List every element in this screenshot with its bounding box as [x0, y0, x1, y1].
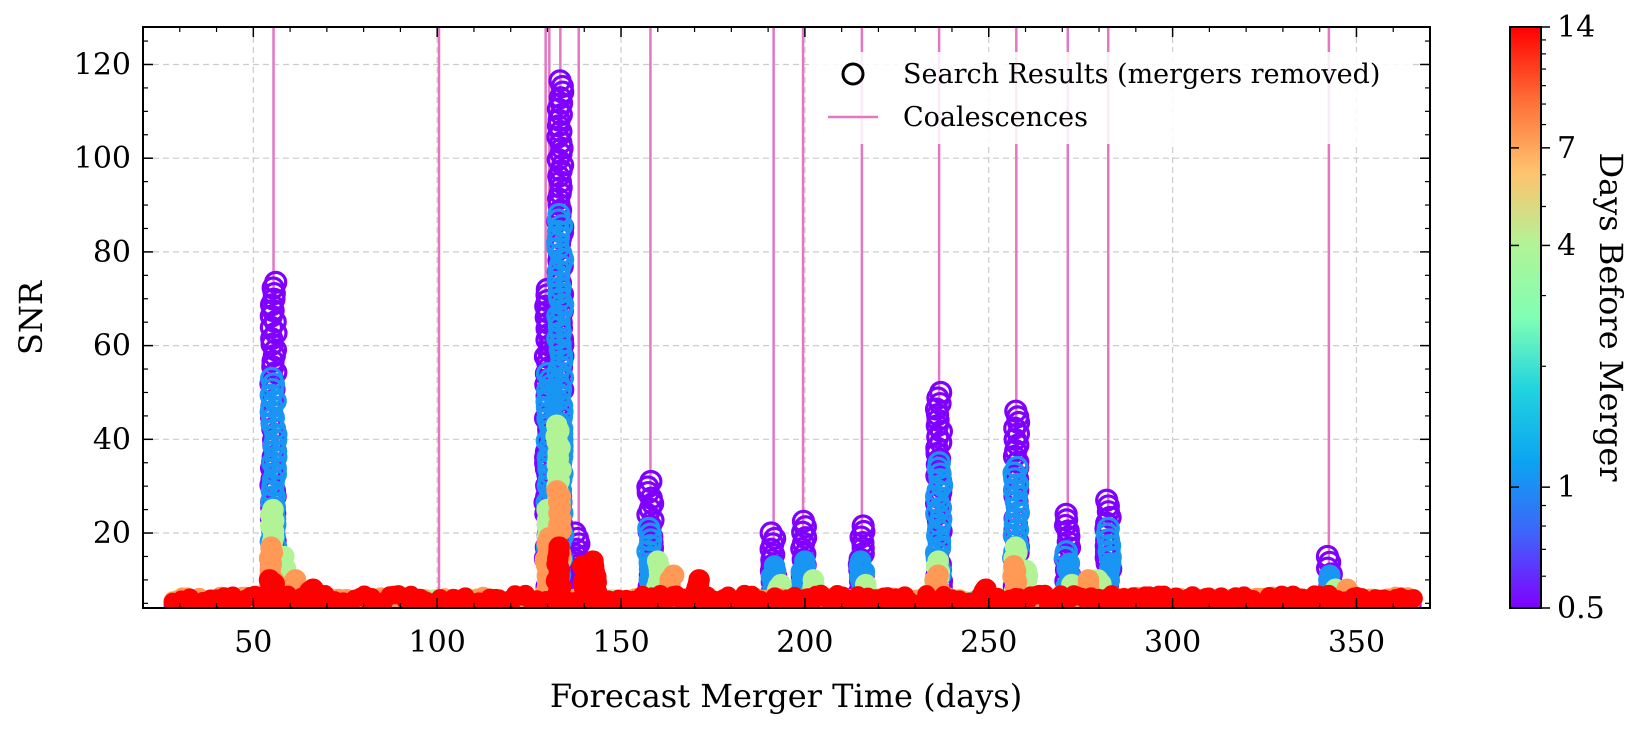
- legend-label-coalescences: Coalescences: [903, 102, 1088, 133]
- data-point: [260, 366, 284, 391]
- y-axis-title: SNR: [12, 280, 50, 355]
- axis-ticks: 50 100 150 200 250 300 350 20 40 60 80 100 120: [74, 27, 1431, 660]
- data-point: [264, 321, 288, 345]
- data-point: [258, 569, 281, 591]
- data-point: [1095, 488, 1119, 512]
- data-point: [759, 521, 783, 545]
- plot-frame: [142, 26, 1431, 609]
- data-point: [929, 380, 953, 405]
- data-point: [1077, 569, 1100, 591]
- data-point: [849, 550, 872, 572]
- data-point: [548, 69, 572, 93]
- colorbar: [1509, 26, 1542, 609]
- data-point: [1096, 516, 1120, 540]
- legend-marker-search-results: [841, 62, 865, 86]
- x-tick-label: 200: [776, 625, 833, 660]
- x-axis-title: Forecast Merger Time (days): [550, 677, 1022, 715]
- data-point: [259, 315, 283, 340]
- data-point: [646, 550, 669, 572]
- data-point: [1054, 502, 1078, 526]
- x-tick-label: 350: [1328, 625, 1385, 660]
- data-point: [546, 480, 568, 502]
- data-point: [1054, 540, 1078, 564]
- legend-label-search-results: Search Results (mergers removed): [903, 59, 1380, 90]
- y-tick-label: 100: [74, 141, 131, 176]
- data-point: [546, 371, 571, 396]
- x-tick-label: 300: [1144, 625, 1201, 660]
- data-point: [791, 509, 816, 533]
- y-tick-label: 120: [74, 47, 131, 82]
- data-point: [1004, 536, 1027, 558]
- data-point: [1404, 589, 1423, 608]
- colorbar-tick-label: 0.5: [1557, 591, 1605, 626]
- data-point: [637, 516, 661, 540]
- data-point: [927, 564, 949, 586]
- data-point: [1003, 555, 1025, 577]
- data-point: [550, 366, 575, 390]
- data-point: [263, 310, 287, 334]
- data-point: [1004, 399, 1028, 423]
- data-point: [302, 578, 324, 601]
- data-point: [1005, 455, 1029, 480]
- x-tick-label: 150: [592, 625, 649, 660]
- data-point: [582, 550, 604, 572]
- data-point: [794, 550, 816, 572]
- data-point: [546, 304, 570, 328]
- x-tick-label: 250: [960, 625, 1017, 660]
- data-point: [929, 419, 953, 443]
- colorbar-tick-label: 7: [1557, 131, 1576, 166]
- legend-background: [812, 52, 1412, 144]
- y-tick-label: 20: [93, 516, 131, 551]
- data-point: [263, 389, 287, 413]
- data-point: [547, 202, 571, 227]
- scatter-points: [163, 69, 1423, 608]
- x-tick-label: 50: [234, 625, 272, 660]
- x-tick-label: 100: [409, 625, 466, 660]
- y-tick-label: 80: [93, 235, 131, 270]
- data-point: [927, 451, 951, 475]
- data-point: [929, 507, 953, 531]
- y-tick-label: 60: [93, 329, 131, 364]
- colorbar-title: Days Before Merger: [1592, 152, 1630, 482]
- data-point: [662, 564, 685, 586]
- series-0.5: [163, 69, 1422, 608]
- data-point: [260, 327, 284, 351]
- data-point: [975, 578, 997, 601]
- data-point: [639, 469, 663, 494]
- y-tick-label: 40: [93, 422, 131, 457]
- grid: [143, 27, 1430, 608]
- data-point: [260, 536, 282, 558]
- colorbar-tick-label: 1: [1557, 470, 1576, 505]
- data-point: [1003, 416, 1027, 440]
- colorbar-tick-label: 4: [1557, 228, 1576, 263]
- data-point: [545, 414, 568, 437]
- data-point: [851, 514, 875, 538]
- data-point: [264, 270, 288, 294]
- colorbar-tick-label: 14: [1557, 10, 1595, 45]
- data-point: [763, 555, 786, 577]
- data-point: [548, 536, 570, 558]
- legend: Search Results (mergers removed) Coalesc…: [812, 52, 1412, 144]
- data-point: [688, 569, 710, 591]
- data-point: [551, 153, 575, 177]
- data-point: [262, 498, 284, 521]
